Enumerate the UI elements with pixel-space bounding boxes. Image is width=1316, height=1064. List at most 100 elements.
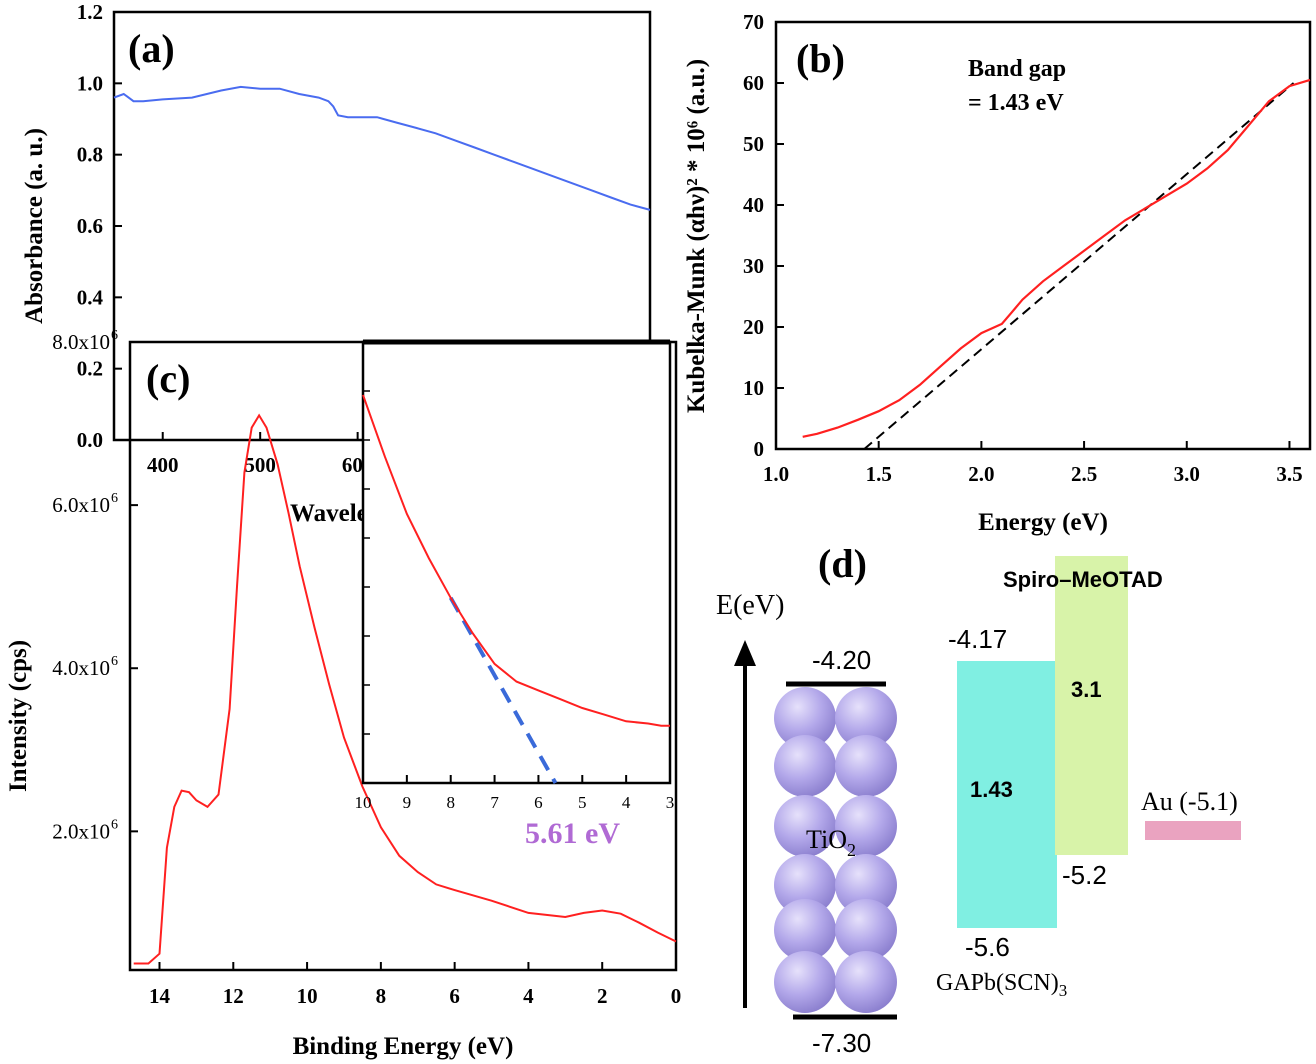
panel-c-ytick-label: 6.0x10 bbox=[52, 493, 110, 517]
inset-xtick-label: 8 bbox=[446, 793, 455, 812]
panel-c-xtick-label: 8 bbox=[376, 984, 387, 1008]
gapb-band-box bbox=[957, 661, 1057, 928]
panel-a-ytick-label: 1.0 bbox=[77, 71, 103, 95]
band-gap-label: Band gap bbox=[968, 56, 1066, 82]
inset-xtick-label: 6 bbox=[534, 793, 543, 812]
panel-c-ylabel: Intensity (cps) bbox=[5, 640, 32, 792]
panel-c-inset: 10 9 8 7 6 5 4 3 5.61 eV bbox=[355, 339, 675, 850]
inset-xtick-label: 3 bbox=[666, 793, 675, 812]
panel-b-ytick-label: 20 bbox=[743, 315, 764, 339]
panel-b-ytick-label: 60 bbox=[743, 71, 764, 95]
panel-b-xtick-label: 1.5 bbox=[866, 462, 892, 486]
inset-ups-line bbox=[362, 394, 670, 727]
panel-c-xtick-label: 0 bbox=[671, 984, 682, 1008]
panel-c-xtick-label: 14 bbox=[149, 984, 171, 1008]
panel-b-ylabel: Kubelka-Munk (αhν)² * 10⁶ (a.u.) bbox=[683, 59, 710, 413]
tio2-sphere bbox=[774, 735, 836, 797]
au-label: Au (-5.1) bbox=[1141, 787, 1238, 816]
au-level-bar bbox=[1145, 821, 1241, 840]
panel-a-ytick-label: 0.8 bbox=[77, 143, 103, 167]
spiro-band-box bbox=[1055, 556, 1128, 855]
panel-c-ticks: 14 12 10 8 6 4 2 02.0x10 64.0x10 66.0x10 68.0x10 6 bbox=[52, 328, 681, 1008]
tio2-sphere bbox=[774, 687, 836, 749]
panel-b-frame bbox=[774, 20, 1312, 451]
panel-a-ytick-label: 0.2 bbox=[77, 357, 103, 381]
panel-a-xtick-label: 500 bbox=[244, 453, 276, 477]
panel-b-xtick-label: 2.0 bbox=[968, 462, 994, 486]
panel-c-letter: (c) bbox=[146, 356, 190, 401]
gapb-gap-value: 1.43 bbox=[970, 777, 1013, 802]
panel-b-xtick-label: 3.0 bbox=[1174, 462, 1200, 486]
spiro-vb-value: -5.2 bbox=[1062, 860, 1107, 890]
panel-c-ytick-exponent: 6 bbox=[111, 654, 118, 669]
panel-a-ytick-label: 1.2 bbox=[77, 0, 103, 24]
panel-b-xtick-label: 2.5 bbox=[1071, 462, 1097, 486]
panel-c-ytick-label: 8.0x10 bbox=[52, 330, 110, 354]
panel-b-kubelka-line bbox=[802, 78, 1311, 438]
inset-cutoff-label: 5.61 eV bbox=[525, 817, 620, 850]
inset-ticks: 10 9 8 7 6 5 4 3 bbox=[355, 390, 675, 812]
gapb-vb-value: -5.6 bbox=[965, 932, 1010, 962]
panel-b-ticks: 1.0 1.5 2.0 2.5 3.0 3.5 0 10 20 30 40 50 60 70 bbox=[743, 10, 1303, 486]
tio2-sphere bbox=[774, 854, 836, 916]
gapb-cb-value: -4.17 bbox=[948, 624, 1007, 654]
tio2-vb-value: -7.30 bbox=[812, 1028, 871, 1058]
inset-xtick-label: 9 bbox=[403, 793, 412, 812]
panel-c-xtick-label: 6 bbox=[449, 984, 460, 1008]
panel-c: 14 12 10 8 6 4 2 02.0x10 64.0x10 66.0x10 68.0x10 6 … bbox=[5, 328, 681, 1060]
panel-c-ytick-exponent: 6 bbox=[111, 328, 118, 343]
panel-b-fit-line bbox=[863, 82, 1295, 450]
tio2-sphere bbox=[774, 951, 836, 1013]
panel-a-letter: (a) bbox=[128, 26, 175, 71]
panel-c-xtick-label: 12 bbox=[223, 984, 244, 1008]
panel-c-ytick-exponent: 6 bbox=[111, 491, 118, 506]
band-gap-value: = 1.43 eV bbox=[968, 90, 1064, 116]
panel-a-ytick-label: 0.6 bbox=[77, 214, 103, 238]
tio2-label: TiO2 bbox=[806, 825, 856, 860]
tio2-sphere bbox=[774, 795, 836, 857]
tio2-sphere bbox=[835, 854, 897, 916]
inset-xtick-label: 5 bbox=[578, 793, 587, 812]
panel-c-ups-line bbox=[133, 413, 677, 965]
panel-b-letter: (b) bbox=[796, 36, 845, 81]
tio2-sphere bbox=[835, 735, 897, 797]
spiro-gap-value: 3.1 bbox=[1071, 677, 1102, 702]
tio2-sphere bbox=[835, 951, 897, 1013]
tio2-spheres bbox=[774, 687, 897, 1013]
panel-d-letter: (d) bbox=[818, 541, 867, 586]
panel-b-ytick-label: 70 bbox=[743, 10, 764, 34]
panel-b-xtick-label: 1.0 bbox=[763, 462, 789, 486]
tio2-sphere bbox=[835, 687, 897, 749]
panel-d: (d) E(eV) -4.20 -7.30 TiO2 -4.17 -5.6 1.… bbox=[716, 541, 1241, 1058]
panel-c-xtick-label: 2 bbox=[597, 984, 608, 1008]
panel-a-ytick-label: 0.4 bbox=[77, 285, 104, 309]
panel-b-ytick-label: 10 bbox=[743, 376, 764, 400]
panel-b-ytick-label: 30 bbox=[743, 254, 764, 278]
panel-a-ytick-label: 0.0 bbox=[77, 428, 103, 452]
panel-b-ytick-label: 0 bbox=[754, 437, 765, 461]
energy-axis-arrowhead bbox=[734, 640, 756, 666]
panel-c-ytick-label: 4.0x10 bbox=[52, 656, 110, 680]
panel-b-ytick-label: 50 bbox=[743, 132, 764, 156]
tio2-cb-value: -4.20 bbox=[812, 645, 871, 675]
inset-xtick-label: 4 bbox=[622, 793, 631, 812]
panel-c-xtick-label: 4 bbox=[523, 984, 534, 1008]
inset-xtick-label: 7 bbox=[490, 793, 499, 812]
panel-c-ytick-exponent: 6 bbox=[111, 817, 118, 832]
inset-xtick-label: 10 bbox=[355, 793, 372, 812]
spiro-label: Spiro–MeOTAD bbox=[1003, 567, 1163, 592]
tio2-sphere bbox=[835, 899, 897, 961]
panel-c-xtick-label: 10 bbox=[297, 984, 318, 1008]
panel-c-xlabel: Binding Energy (eV) bbox=[293, 1033, 514, 1060]
tio2-sphere bbox=[774, 899, 836, 961]
inset-frame bbox=[361, 340, 672, 785]
inset-fit-line bbox=[448, 596, 558, 784]
panel-a-ylabel: Absorbance (a. u.) bbox=[21, 128, 48, 324]
panel-b-xtick-label: 3.5 bbox=[1276, 462, 1302, 486]
panel-b-ytick-label: 40 bbox=[743, 193, 764, 217]
tio2-sphere bbox=[835, 795, 897, 857]
panel-b-xlabel: Energy (eV) bbox=[978, 509, 1108, 536]
panel-c-ytick-label: 2.0x10 bbox=[52, 819, 110, 843]
panel-a-xtick-label: 400 bbox=[147, 453, 179, 477]
